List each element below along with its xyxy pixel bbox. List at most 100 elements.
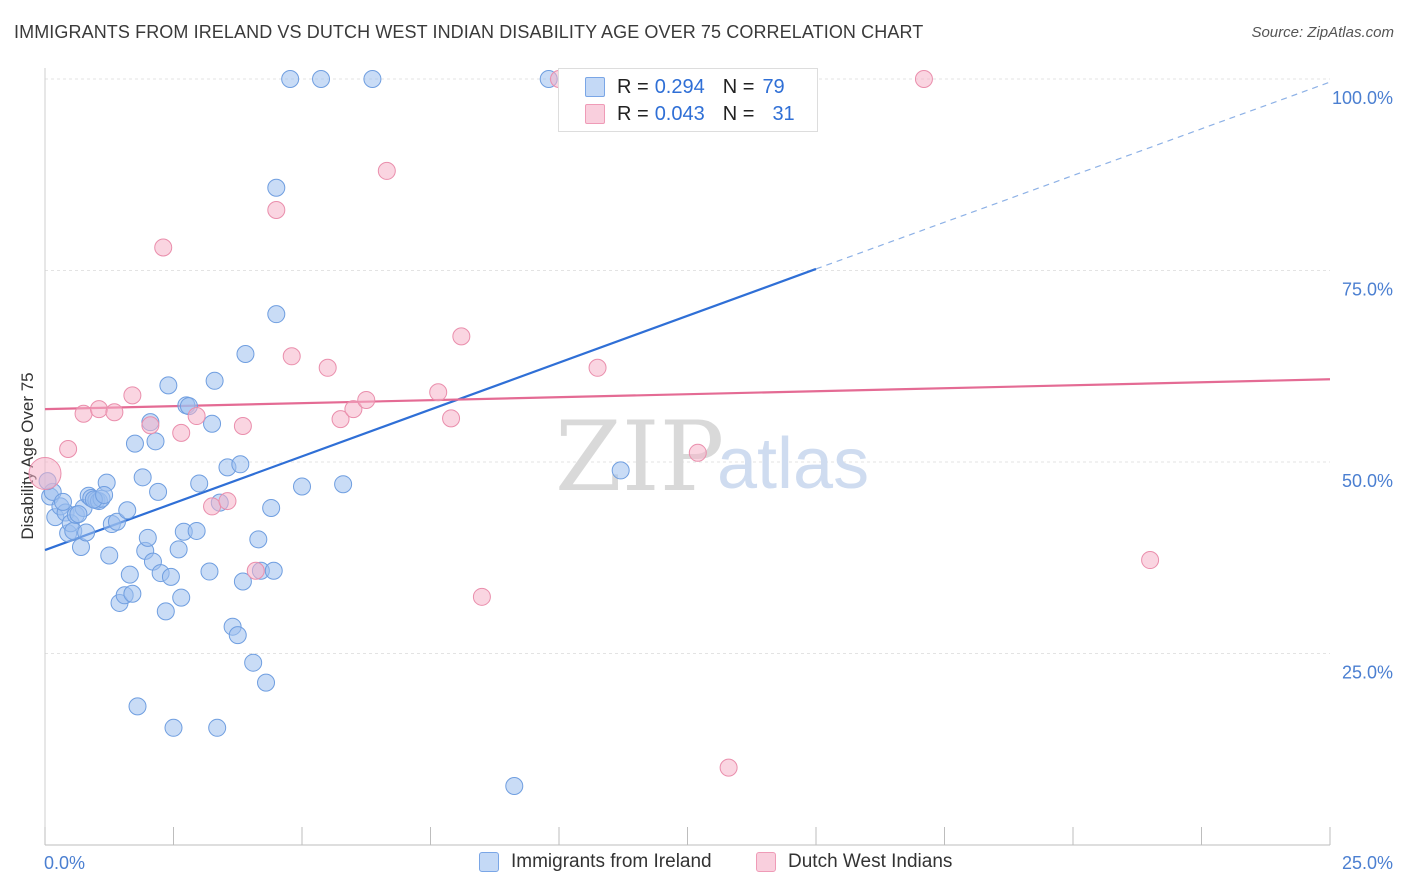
data-point <box>59 439 78 458</box>
legend-swatch-ireland <box>585 77 605 97</box>
data-point <box>281 70 300 88</box>
data-point <box>203 414 222 433</box>
x-tick-label: 0.0% <box>44 853 85 873</box>
data-point <box>172 423 191 442</box>
data-point <box>125 434 144 453</box>
correlation-legend: R = 0.294 N = 79 R = 0.043 N = 31 <box>558 68 818 132</box>
data-point <box>187 407 206 426</box>
data-point <box>208 718 227 737</box>
data-point <box>123 584 142 603</box>
trend-lines <box>44 81 1331 552</box>
data-point <box>161 567 180 586</box>
data-point <box>267 200 286 219</box>
data-point <box>505 777 524 796</box>
data-point <box>244 653 263 672</box>
bottom-legend-ireland: Immigrants from Ireland <box>479 851 712 873</box>
data-point <box>156 602 175 621</box>
data-point <box>154 238 173 257</box>
data-point <box>164 718 183 737</box>
data-point <box>688 443 707 462</box>
data-point <box>187 521 206 540</box>
data-point <box>331 410 350 429</box>
data-point <box>95 485 114 504</box>
data-point <box>146 432 165 451</box>
data-point <box>914 70 933 88</box>
data-point <box>267 178 286 197</box>
data-point <box>141 416 160 435</box>
data-point <box>172 588 191 607</box>
data-point <box>588 358 607 377</box>
data-point <box>120 565 139 584</box>
y-tick-label: 75.0% <box>1342 280 1393 300</box>
series-ireland <box>38 70 630 796</box>
axes <box>44 68 1331 846</box>
data-point <box>100 546 119 565</box>
data-point <box>363 70 382 88</box>
data-point <box>377 161 396 180</box>
legend-r-value: 0.294 <box>654 75 705 98</box>
data-point <box>246 561 265 580</box>
data-point <box>69 505 88 524</box>
data-point <box>282 347 301 366</box>
legend-n-label: N = <box>722 102 755 125</box>
source-label: Source: ZipAtlas.com <box>1251 24 1394 41</box>
bottom-legend-swatch-dutch <box>756 852 776 872</box>
legend-r-label: R = <box>617 102 649 125</box>
data-point <box>123 386 142 405</box>
data-point <box>267 305 286 324</box>
data-point <box>107 512 126 531</box>
bottom-legend-label-dutch: Dutch West Indians <box>788 851 953 872</box>
x-tick-labels: 0.0% 25.0% <box>44 853 1393 873</box>
data-point <box>249 530 268 549</box>
data-point <box>357 390 376 409</box>
data-point <box>312 70 331 88</box>
trend-line-ireland <box>44 267 817 552</box>
data-point <box>264 561 283 580</box>
data-point <box>105 403 124 422</box>
legend-swatch-dutch <box>585 104 605 124</box>
data-point <box>138 528 157 547</box>
data-point <box>74 404 93 423</box>
trend-line-ireland-extrapolated <box>815 81 1331 270</box>
legend-r-label: R = <box>617 75 649 98</box>
data-point <box>472 587 491 606</box>
data-point <box>262 498 281 517</box>
data-point <box>28 456 62 490</box>
legend-row-dutch: R = 0.043 N = 31 <box>585 102 795 126</box>
data-point <box>53 492 72 511</box>
legend-n-value: 79 <box>762 75 785 98</box>
data-point <box>293 477 311 496</box>
data-point <box>149 482 168 501</box>
data-point <box>200 562 219 581</box>
data-point <box>128 697 147 716</box>
data-point <box>233 572 252 591</box>
data-point <box>318 358 337 377</box>
data-point <box>429 383 448 402</box>
chart-title: IMMIGRANTS FROM IRELAND VS DUTCH WEST IN… <box>14 22 924 42</box>
data-point <box>719 758 738 777</box>
legend-r-value: 0.043 <box>654 102 705 125</box>
legend-row-ireland: R = 0.294 N = 79 <box>585 75 785 99</box>
data-point <box>228 626 247 645</box>
bottom-legend-dutch: Dutch West Indians <box>756 851 952 873</box>
y-tick-label: 50.0% <box>1342 471 1393 491</box>
data-point <box>133 468 152 487</box>
data-point <box>344 400 363 419</box>
data-point <box>218 492 237 511</box>
legend-n-label: N = <box>722 75 755 98</box>
data-point <box>203 497 222 516</box>
data-point <box>118 501 137 520</box>
data-point <box>205 371 224 390</box>
data-point <box>334 475 353 494</box>
data-point <box>1141 551 1160 570</box>
bottom-legend-label-ireland: Immigrants from Ireland <box>511 851 712 872</box>
data-point <box>169 540 188 559</box>
watermark-atlas: atlas <box>717 424 869 504</box>
data-point <box>190 474 209 493</box>
data-point <box>159 376 178 395</box>
y-tick-label: 25.0% <box>1342 663 1393 683</box>
data-point <box>257 673 276 692</box>
bottom-legend-swatch-ireland <box>479 852 499 872</box>
y-tick-label: 100.0% <box>1332 88 1393 108</box>
